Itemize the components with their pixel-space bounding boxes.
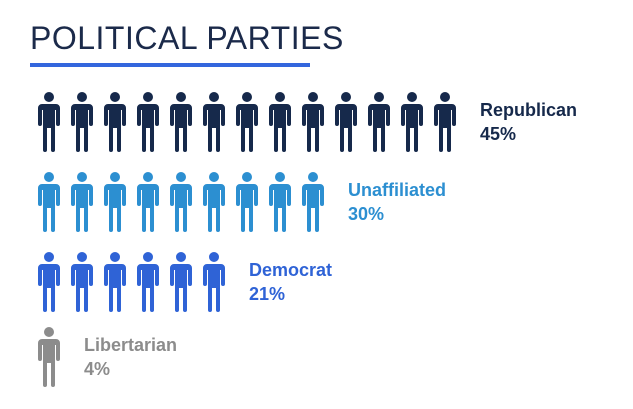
person-icon (203, 252, 225, 312)
person-icon (236, 92, 258, 152)
person-icon (236, 172, 258, 232)
page-title: POLITICAL PARTIES (30, 20, 344, 56)
party-row-libertarian: Libertarian 4% (0, 327, 633, 387)
person-icon (71, 92, 93, 152)
person-icon (269, 172, 291, 232)
person-icon (104, 252, 126, 312)
person-icon (137, 172, 159, 232)
person-icon (137, 252, 159, 312)
title-underline (30, 63, 310, 67)
person-icon (368, 92, 390, 152)
party-row-republican: Republican 45% (0, 92, 633, 152)
party-percent-label: 30% (348, 204, 385, 224)
person-icon (401, 92, 423, 152)
person-icon (38, 252, 60, 312)
person-icon (434, 92, 456, 152)
party-row-democrat: Democrat 21% (0, 252, 633, 312)
person-icon (71, 172, 93, 232)
person-icon (38, 92, 60, 152)
person-icon (104, 92, 126, 152)
person-icon (137, 92, 159, 152)
person-icon (302, 172, 324, 232)
person-icon (170, 92, 192, 152)
person-icon (203, 172, 225, 232)
person-icon (170, 252, 192, 312)
party-name-label: Unaffiliated (348, 180, 447, 200)
icon-group-republican (38, 92, 456, 152)
party-row-unaffiliated: Unaffiliated 30% (0, 172, 633, 232)
party-percent-label: 21% (249, 284, 286, 304)
person-icon (71, 252, 93, 312)
icon-group-democrat (38, 252, 225, 312)
person-icon (104, 172, 126, 232)
party-percent-label: 45% (480, 124, 517, 144)
person-icon (38, 172, 60, 232)
party-name-label: Democrat (249, 260, 333, 280)
person-icon (269, 92, 291, 152)
party-name-label: Libertarian (84, 335, 178, 355)
person-icon (38, 327, 60, 387)
person-icon (203, 92, 225, 152)
party-name-label: Republican (480, 100, 578, 120)
party-percent-label: 4% (84, 359, 111, 379)
person-icon (335, 92, 357, 152)
person-icon (170, 172, 192, 232)
icon-group-unaffiliated (38, 172, 324, 232)
person-icon (302, 92, 324, 152)
icon-group-libertarian (38, 327, 60, 387)
